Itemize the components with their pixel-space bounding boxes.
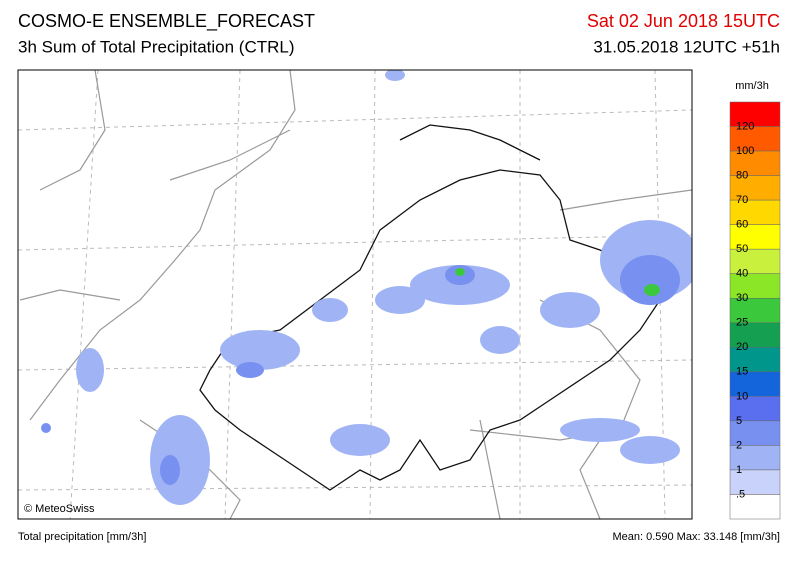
footer-stats: Mean: 0.590 Max: 33.148 [mm/3h] [612, 531, 780, 543]
legend-swatch [729, 150, 781, 176]
legend-label: 60 [736, 219, 748, 231]
legend-label: 120 [736, 120, 754, 132]
legend-label: 20 [736, 341, 748, 353]
legend-swatch [729, 224, 781, 250]
legend-label: 40 [736, 268, 748, 280]
legend-unit: mm/3h [735, 80, 769, 92]
legend-swatch [729, 199, 781, 225]
valid-time: Sat 02 Jun 2018 15UTC [587, 11, 780, 31]
legend-label: 10 [736, 390, 748, 402]
legend-label: 2 [736, 439, 742, 451]
map-frame [17, 69, 693, 520]
legend-swatch [729, 371, 781, 397]
run-time: 31.05.2018 12UTC +51h [593, 37, 780, 56]
legend-label: 100 [736, 145, 754, 157]
credit: © MeteoSwiss [24, 503, 95, 515]
legend-swatch [729, 175, 781, 201]
legend-swatch [729, 445, 781, 471]
legend-label: 30 [736, 292, 748, 304]
legend-label: 25 [736, 317, 748, 329]
legend-swatch [729, 126, 781, 152]
legend-label: 80 [736, 169, 748, 181]
legend-label: 50 [736, 243, 748, 255]
legend-swatch [729, 248, 781, 274]
title: COSMO-E ENSEMBLE_FORECAST [18, 11, 315, 32]
legend-label: 5 [736, 415, 742, 427]
precipitation [41, 70, 692, 505]
legend-swatch [729, 322, 781, 348]
legend-swatch [729, 297, 781, 324]
legend-label: .5 [736, 488, 745, 500]
map: © MeteoSwiss [18, 70, 692, 519]
legend-label: 15 [736, 366, 748, 378]
legend-swatch [729, 469, 781, 495]
legend-label: 70 [736, 194, 748, 206]
legend-swatch [729, 396, 781, 422]
legend-swatch [729, 101, 781, 127]
legend: 120 100 80 70 60 50 40 30 25 20 15 10 5 2 1 .5 [729, 101, 781, 520]
legend-swatch [729, 420, 781, 446]
legend-swatch [729, 273, 781, 299]
legend-swatch [729, 494, 781, 520]
footer-left: Total precipitation [mm/3h] [18, 531, 146, 543]
legend-swatch [729, 347, 781, 373]
legend-label: 1 [736, 464, 742, 476]
subtitle: 3h Sum of Total Precipitation (CTRL) [18, 37, 295, 56]
